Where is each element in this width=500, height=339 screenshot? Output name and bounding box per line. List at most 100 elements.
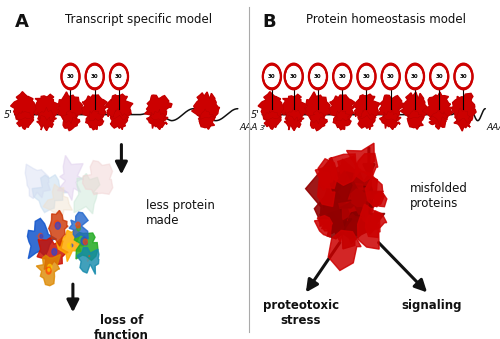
Text: signaling: signaling: [402, 299, 462, 312]
Polygon shape: [328, 173, 359, 222]
Circle shape: [308, 62, 328, 91]
Circle shape: [55, 222, 60, 229]
Polygon shape: [452, 93, 476, 123]
Polygon shape: [58, 155, 84, 200]
Text: 30: 30: [91, 74, 98, 79]
Polygon shape: [318, 170, 335, 206]
Polygon shape: [358, 109, 376, 129]
Polygon shape: [338, 171, 384, 210]
Text: B: B: [262, 13, 276, 31]
Text: 30: 30: [338, 74, 346, 79]
Circle shape: [286, 66, 301, 86]
Polygon shape: [366, 176, 384, 207]
Circle shape: [72, 244, 73, 246]
Circle shape: [359, 66, 374, 86]
Polygon shape: [346, 191, 373, 219]
Circle shape: [84, 62, 105, 91]
Circle shape: [63, 66, 78, 86]
Polygon shape: [258, 92, 286, 120]
Polygon shape: [333, 172, 366, 218]
Polygon shape: [334, 110, 351, 130]
Polygon shape: [310, 111, 327, 131]
Text: 30: 30: [268, 74, 276, 79]
Text: 30: 30: [314, 74, 322, 79]
Text: proteotoxic
stress: proteotoxic stress: [263, 299, 339, 327]
Polygon shape: [327, 201, 352, 239]
Polygon shape: [328, 95, 354, 121]
Circle shape: [60, 62, 80, 91]
Text: 5': 5': [251, 110, 260, 120]
Polygon shape: [319, 172, 331, 190]
Polygon shape: [106, 94, 133, 120]
Polygon shape: [197, 109, 215, 129]
Polygon shape: [192, 92, 220, 119]
Polygon shape: [429, 110, 448, 129]
Circle shape: [85, 242, 87, 245]
Circle shape: [112, 66, 126, 86]
Polygon shape: [86, 110, 104, 130]
Polygon shape: [316, 167, 338, 188]
Polygon shape: [370, 211, 386, 229]
Polygon shape: [322, 180, 362, 249]
Polygon shape: [281, 94, 307, 121]
Text: Protein homeostasis model: Protein homeostasis model: [306, 13, 466, 26]
Circle shape: [38, 234, 42, 239]
Circle shape: [46, 267, 51, 274]
Polygon shape: [324, 192, 349, 234]
Polygon shape: [34, 94, 60, 121]
Text: 30: 30: [290, 74, 298, 79]
Polygon shape: [378, 95, 405, 121]
Circle shape: [48, 264, 52, 270]
Circle shape: [310, 66, 326, 86]
Circle shape: [356, 62, 376, 91]
Text: less protein
made: less protein made: [146, 199, 214, 227]
Circle shape: [40, 235, 42, 238]
Polygon shape: [264, 111, 281, 129]
Polygon shape: [69, 212, 88, 239]
Polygon shape: [74, 233, 98, 260]
Text: 30: 30: [411, 74, 419, 79]
Polygon shape: [366, 215, 378, 238]
Circle shape: [77, 226, 80, 231]
Text: 30: 30: [460, 74, 468, 79]
Circle shape: [456, 66, 471, 86]
Circle shape: [408, 66, 422, 86]
Text: 3': 3': [260, 125, 266, 131]
Polygon shape: [36, 255, 60, 286]
Polygon shape: [374, 193, 387, 207]
Text: misfolded
proteins: misfolded proteins: [410, 182, 468, 210]
Circle shape: [81, 237, 86, 245]
Polygon shape: [332, 175, 366, 211]
Polygon shape: [324, 183, 368, 239]
Circle shape: [48, 268, 50, 271]
Polygon shape: [284, 107, 304, 131]
Circle shape: [335, 66, 349, 86]
Polygon shape: [351, 189, 370, 210]
Text: A: A: [14, 13, 28, 31]
Polygon shape: [341, 173, 383, 207]
Polygon shape: [306, 157, 372, 230]
Polygon shape: [332, 188, 359, 222]
Polygon shape: [340, 185, 355, 209]
Polygon shape: [43, 184, 72, 215]
Polygon shape: [342, 190, 365, 217]
Polygon shape: [338, 156, 382, 223]
Circle shape: [68, 243, 71, 248]
Polygon shape: [10, 92, 39, 120]
Polygon shape: [340, 188, 365, 209]
Polygon shape: [314, 171, 352, 234]
Polygon shape: [146, 109, 168, 129]
Polygon shape: [37, 107, 56, 131]
Polygon shape: [32, 175, 68, 213]
Circle shape: [84, 239, 87, 244]
Polygon shape: [76, 247, 99, 274]
Polygon shape: [336, 159, 362, 214]
Circle shape: [380, 62, 401, 91]
Text: Transcript specific model: Transcript specific model: [65, 13, 212, 26]
Polygon shape: [338, 183, 385, 243]
Circle shape: [384, 66, 398, 86]
Polygon shape: [338, 184, 367, 218]
Circle shape: [332, 62, 352, 91]
Circle shape: [284, 62, 304, 91]
Text: AAA: AAA: [486, 123, 500, 132]
